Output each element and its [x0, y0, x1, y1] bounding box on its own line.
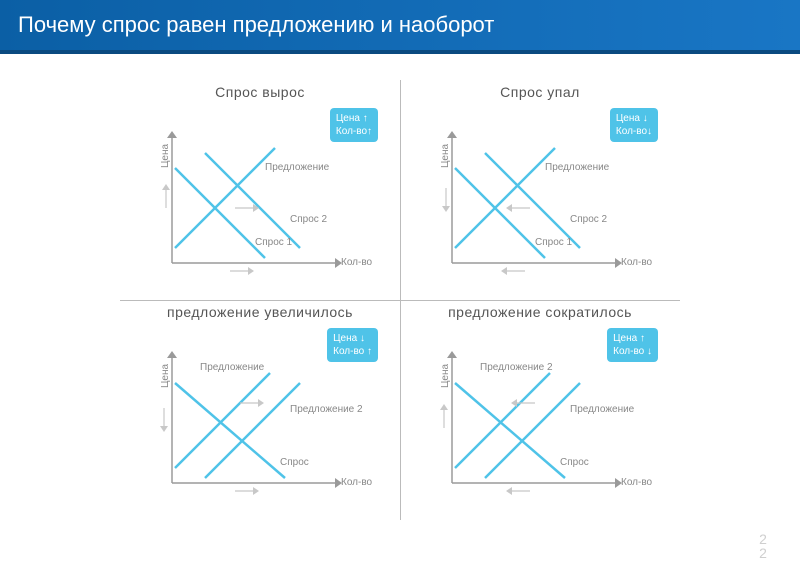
chart: Предложение 2 Предложение Спрос Кол-во Цена Ц…	[400, 328, 680, 508]
y-axis-label: Цена	[160, 364, 171, 388]
line-label: Предложение	[200, 362, 264, 373]
chart: Предложение Спрос 1 Спрос 2 Кол-во Цена Цена …	[120, 108, 400, 288]
chart-title: предложение сократилось	[400, 300, 680, 328]
y-axis-label: Цена	[440, 364, 451, 388]
header-title: Почему спрос равен предложению и наоборо…	[18, 12, 494, 38]
y-axis-label: Цена	[440, 144, 451, 168]
result-badge: Цена ↑Кол-во ↓	[607, 328, 658, 362]
header: Почему спрос равен предложению и наоборо…	[0, 0, 800, 54]
line-label: Предложение 2	[480, 362, 553, 373]
chart-quadrant: предложение увеличилосьПредложениеПредло…	[120, 300, 400, 520]
result-badge: Цена ↑Кол-во↑	[330, 108, 378, 142]
x-axis-label: Кол-во	[341, 477, 372, 488]
chart-title: Спрос вырос	[120, 80, 400, 108]
line-label: Спрос	[560, 457, 589, 468]
chart-title: Спрос упал	[400, 80, 680, 108]
x-axis-label: Кол-во	[341, 257, 372, 268]
y-axis-label: Цена	[160, 144, 171, 168]
chart-title: предложение увеличилось	[120, 300, 400, 328]
line-label: Предложение	[545, 162, 609, 173]
chart: Предложение Спрос 1 Спрос 2 Кол-во Цена Цена …	[400, 108, 680, 288]
line-label: Предложение	[570, 404, 634, 415]
line-label: Спрос 2	[570, 214, 607, 225]
chart-quadrant: Спрос упал Предложение Спрос 1 Спрос 2 Кол-в…	[400, 80, 680, 300]
line-label: Спрос 2	[290, 214, 327, 225]
line-label: Предложение	[265, 162, 329, 173]
chart-quadrant: предложение сократилосьПредложение 2Пред…	[400, 300, 680, 520]
line-label: Спрос 1	[535, 237, 572, 248]
line-label: Спрос 1	[255, 237, 292, 248]
line-label: Предложение 2	[290, 404, 363, 415]
x-axis-label: Кол-во	[621, 257, 652, 268]
chart: Предложение Предложение 2 Спрос Кол-во Цена Ц…	[120, 328, 400, 508]
chart-grid: Спрос вырос Предложение Спрос 1 Спрос 2 Кол-…	[120, 80, 680, 520]
result-badge: Цена ↓Кол-во ↑	[327, 328, 378, 362]
result-badge: Цена ↓Кол-во↓	[610, 108, 658, 142]
page-number: 2 2	[756, 532, 770, 560]
chart-quadrant: Спрос вырос Предложение Спрос 1 Спрос 2 Кол-…	[120, 80, 400, 300]
x-axis-label: Кол-во	[621, 477, 652, 488]
line-label: Спрос	[280, 457, 309, 468]
